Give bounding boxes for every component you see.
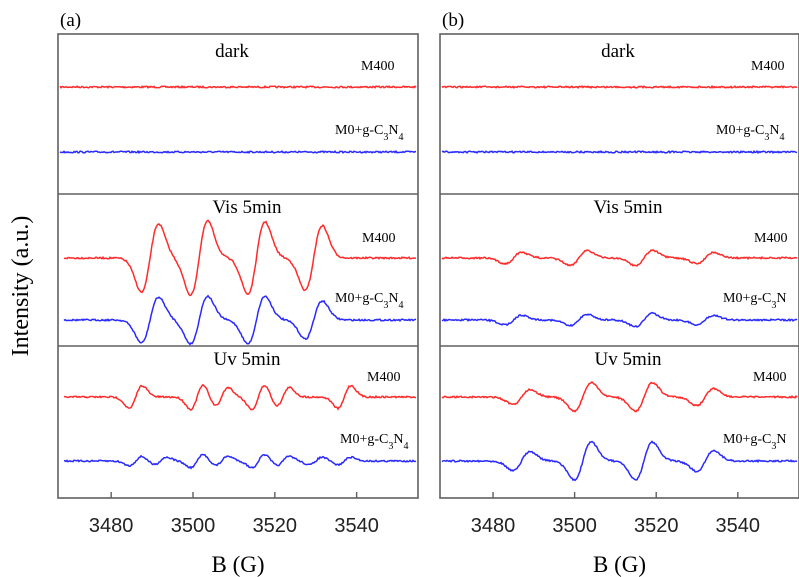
section-0: dark M400 M0+g-C3N4 (59, 41, 417, 155)
x-tick-label: 3520 (253, 515, 298, 537)
series-line (441, 381, 798, 413)
section-title: Vis 5min (212, 197, 282, 218)
series-label: M400 (362, 231, 395, 246)
x-tick-label: 3480 (471, 515, 516, 537)
x-axis-label: B (G) (211, 552, 264, 577)
section-title: Uv 5min (213, 349, 281, 370)
series-label: M400 (361, 59, 394, 74)
x-tick-label: 3520 (634, 515, 679, 537)
panel-label: (b) (442, 10, 464, 31)
series-line (441, 249, 798, 267)
series-line (63, 219, 417, 297)
series-line (59, 84, 417, 90)
series-line (64, 453, 417, 470)
series-line (59, 149, 416, 155)
section-2: Uv 5min M400 M0+g-C3N (441, 349, 798, 482)
x-tick-label: 3540 (334, 515, 379, 537)
series-label: M400 (367, 370, 400, 385)
series-label: M400 (754, 231, 787, 246)
x-tick-label: 3480 (89, 515, 134, 537)
x-axis-label: B (G) (593, 552, 646, 577)
section-title: Uv 5min (594, 349, 662, 370)
series-line (63, 294, 417, 346)
series-label: M400 (753, 370, 786, 385)
section-1: Vis 5min M400 M0+g-C3N (441, 197, 798, 328)
panel-b: (b) 3480 3500 3520 3540 B (G) dark M400 M0+g-C3N… (439, 10, 799, 577)
series-label: M0+g-C3N (723, 291, 786, 311)
series-label: M0+g-C3N4 (335, 123, 403, 143)
y-axis-label: Intensity (a.u.) (8, 216, 34, 357)
section-title: Vis 5min (593, 197, 663, 218)
series-line (441, 84, 798, 89)
panel-label: (a) (60, 10, 81, 31)
series-line (441, 311, 798, 328)
panel-frame (57, 33, 419, 499)
series-label: M0+g-C3N (723, 432, 786, 452)
series-label: M0+g-C3N4 (716, 123, 784, 143)
x-tick-label: 3500 (171, 515, 216, 537)
panel-frame (439, 33, 799, 499)
section-title: dark (215, 41, 249, 62)
series-label: M0+g-C3N4 (335, 291, 403, 311)
series-label: M0+g-C3N4 (340, 432, 408, 452)
section-0: dark M400 M0+g-C3N4 (441, 41, 798, 155)
panel-a: (a) 3480 3500 3520 3540 B (G) dark M400 M0+g-C3N… (57, 10, 419, 577)
series-line (64, 383, 417, 412)
series-line (441, 440, 798, 482)
x-tick-label: 3540 (716, 515, 761, 537)
series-label: M400 (751, 59, 784, 74)
x-tick-label: 3500 (552, 515, 597, 537)
section-2: Uv 5min M400 M0+g-C3N4 (64, 349, 417, 470)
section-1: Vis 5min M400 M0+g-C3N4 (63, 197, 417, 346)
section-title: dark (601, 41, 635, 62)
series-line (441, 149, 798, 155)
